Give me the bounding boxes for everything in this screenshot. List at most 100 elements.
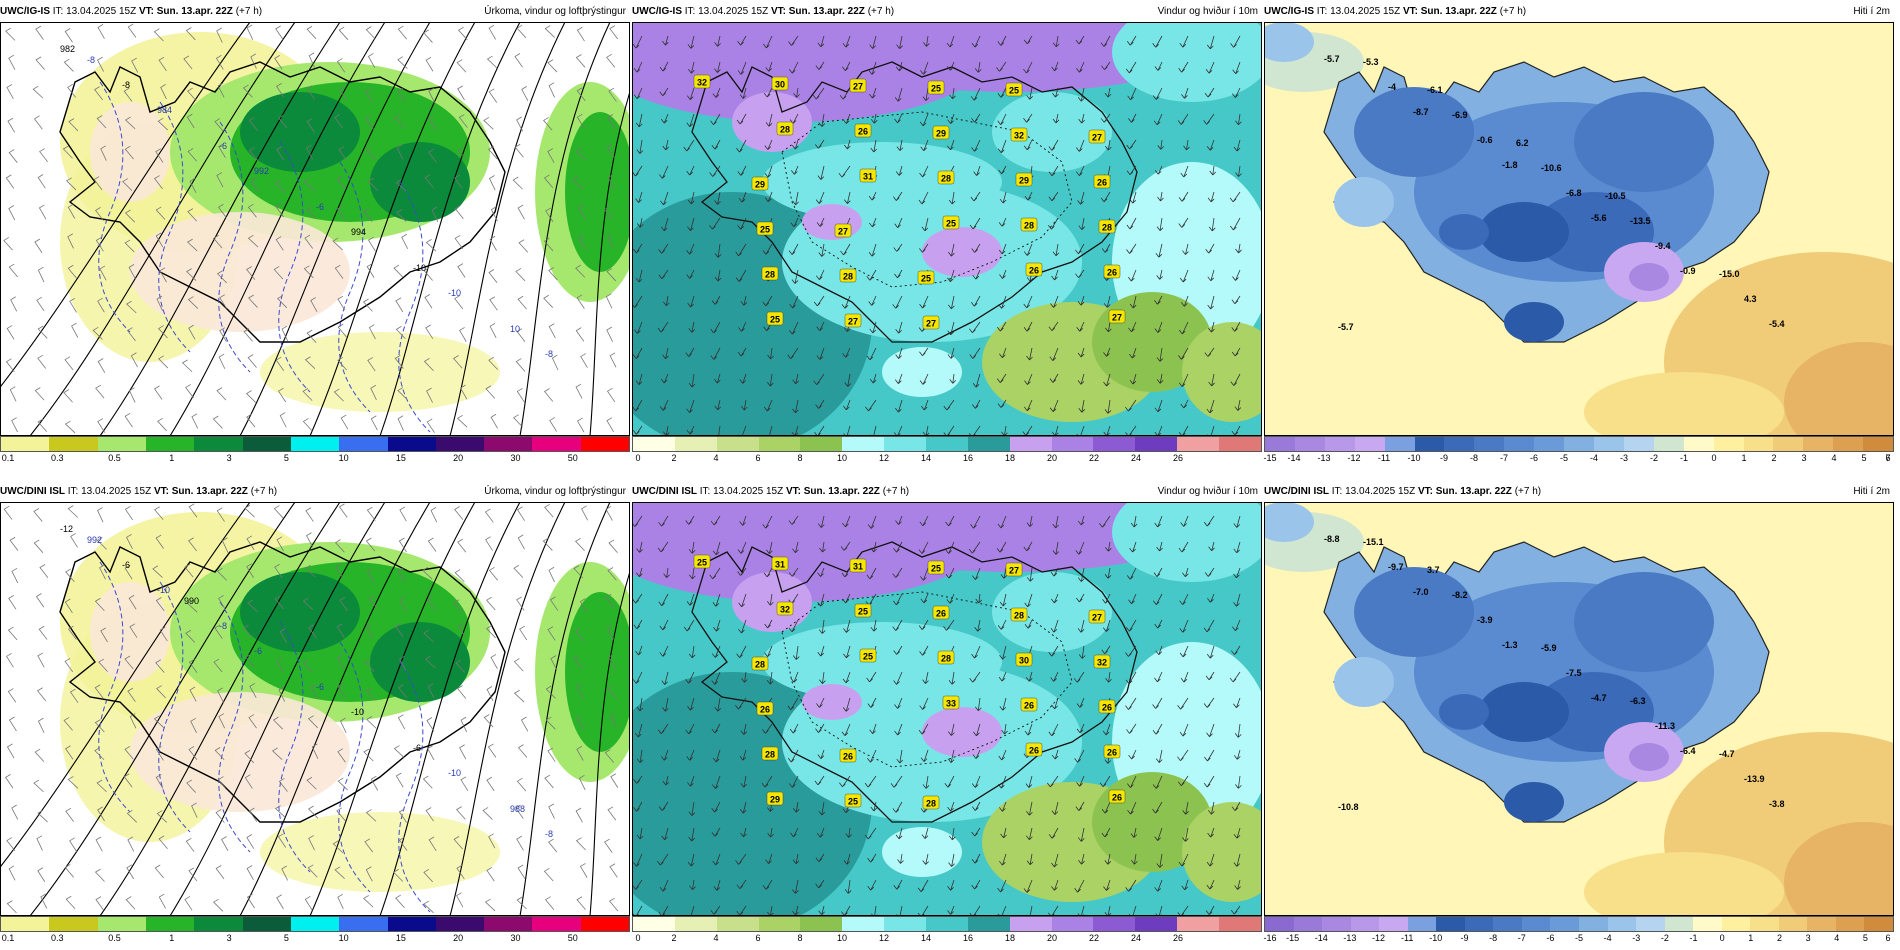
gust-label: 27 (1005, 562, 1023, 577)
colorbar-swatch (1623, 437, 1654, 451)
colorbar-tick-label: 5 (1861, 453, 1867, 463)
temperature-label: 3.7 (1427, 565, 1440, 575)
temperature-label: -8.2 (1452, 590, 1468, 600)
gust-label: 28 (776, 121, 794, 136)
colorbar-tick-label: 16 (962, 933, 974, 943)
gust-label: 28 (839, 268, 857, 283)
colorbar-tick-label: 1 (1748, 933, 1754, 943)
lead-time: (+7 h) (1514, 486, 1542, 497)
lead-time: (+7 h) (867, 6, 895, 17)
vt-label: VT: (153, 486, 169, 497)
colorbar-swatch (1593, 437, 1624, 451)
temperature-label: -10.5 (1605, 191, 1626, 201)
colorbar-tick-label: 3 (226, 933, 232, 943)
colorbar-swatch (884, 437, 927, 451)
colorbar-tick-label: 14 (920, 933, 932, 943)
gust-label: 31 (849, 558, 867, 573)
colorbar-swatch (800, 437, 843, 451)
temperature-label: -15.1 (1363, 537, 1384, 547)
colorbar-swatch (97, 437, 146, 451)
colorbar-swatch (1693, 917, 1722, 931)
colorbar-tick-label: -4 (1589, 453, 1599, 463)
colorbar-tick-label: 10 (836, 933, 848, 943)
map-canvas[interactable]: 32 28 31 25 26 27 30 26 28 28 26 25 27 29 29 28 28 27 25 32… (632, 22, 1262, 436)
colorbar-tick-label: 0.5 (108, 933, 121, 943)
colorbar-ticks: 0.1 0.3 0.5 1 3 5 10 15 20 30 50 (0, 933, 630, 945)
colorbar-swatch (532, 917, 581, 931)
colorbar-swatch (1219, 437, 1261, 451)
svg-text:26: 26 (1107, 268, 1117, 278)
precip-fill (60, 32, 630, 412)
colorbar-ticks: 0.1 0.3 0.5 1 3 5 10 15 20 30 50 (0, 453, 630, 465)
svg-text:27: 27 (1092, 133, 1102, 143)
temperature-label: -6.1 (1427, 85, 1443, 95)
map-canvas[interactable]: -5.7 -8.7 -1.8 -5.6 -0.9 -5.4 -4 -0.6 -6.8 -9.4 4.… (1264, 22, 1894, 436)
gust-label: 31 (771, 556, 789, 571)
model-name: UWC/DINI ISL (0, 486, 65, 497)
temperature-label: -7.0 (1413, 587, 1429, 597)
temperature-label: -10.6 (1541, 163, 1562, 173)
it-label: IT: (1331, 486, 1343, 497)
map-canvas[interactable]: -8.8 -7.0 -1.3 -4.7 -6.4 -3.8 -9.7 -3.9 -7.5 -11.… (1264, 502, 1894, 916)
gust-label: 26 (756, 701, 774, 716)
svg-text:26: 26 (843, 752, 853, 762)
coastline (691, 61, 1138, 343)
svg-text:28: 28 (765, 750, 775, 760)
colorbar-tick-label: -1 (1679, 453, 1689, 463)
colorbar-swatch (387, 437, 436, 451)
gust-label: 27 (1088, 129, 1106, 144)
contour-label: -8 (87, 55, 95, 65)
contour-label: -8 (219, 621, 227, 631)
colorbar-tick-label: -3 (1619, 453, 1629, 463)
colorbar-swatch (1750, 917, 1779, 931)
map-canvas[interactable]: 25 32 25 33 26 26 31 25 28 26 26 29 31 26 30 26 28 25 25 28… (632, 502, 1262, 916)
panel-title: Vindur og hviður í 10m (1157, 6, 1258, 17)
valid-time: Sun. 13.apr. 22Z (156, 6, 233, 17)
init-time: 13.04.2025 15Z (698, 6, 769, 17)
colorbar-swatch (674, 437, 717, 451)
colorbar-tick-label: 1 (169, 453, 175, 463)
contour-label: 992 (87, 535, 102, 545)
gust-label: 29 (766, 791, 784, 806)
colorbar-swatch (1778, 917, 1808, 931)
colorbar-tick-label: -6 (1529, 453, 1539, 463)
colorbar (1264, 436, 1894, 452)
vt-label: VT: (770, 6, 786, 17)
coastline (59, 541, 506, 823)
map-canvas[interactable]: -12 -10 -6 -10 -10 -8 -6 -8 -6 -6 988 992 990 (0, 502, 630, 916)
colorbar-swatch (674, 917, 717, 931)
svg-text:30: 30 (1019, 656, 1029, 666)
colorbar-swatch (1354, 437, 1385, 451)
map-frame (1264, 22, 1894, 436)
gust-label: 25 (927, 80, 945, 95)
colorbar-swatch (800, 917, 843, 931)
model-name: UWC/DINI ISL (632, 486, 697, 497)
temperature-label: -4 (1388, 82, 1396, 92)
temperature-label: -6.8 (1566, 188, 1582, 198)
colorbar-tick-label: -16 (1263, 933, 1277, 943)
colorbar-tick-label: -4 (1603, 933, 1612, 943)
panel-title: Úrkoma, vindur og loftþrýstingur (484, 486, 626, 497)
colorbar-swatch (1, 437, 50, 451)
map-canvas[interactable]: 982 984 992 994 -10 -8 -8 -6 -6 -10 10 -8 (0, 22, 630, 436)
temperature-label: -13.5 (1630, 216, 1651, 226)
colorbar-swatch (1444, 437, 1475, 451)
colorbar-tick-label: -5 (1574, 933, 1584, 943)
wind-speed-fill (632, 22, 1262, 436)
colorbar-tick-label: 0.3 (51, 453, 64, 463)
contour-label-layer: -12 -10 -6 -10 -10 -8 -6 -8 -6 -6 988 992 990 (60, 524, 553, 839)
svg-text:28: 28 (1014, 611, 1024, 621)
gust-label: 28 (1010, 607, 1028, 622)
svg-text:25: 25 (931, 84, 941, 94)
gust-label: 27 (1108, 309, 1126, 324)
colorbar-tick-label: 3 (226, 453, 232, 463)
colorbar (0, 436, 630, 452)
svg-text:28: 28 (1102, 223, 1112, 233)
map-frame (1264, 502, 1894, 916)
model-name: UWC/IG-IS (1264, 6, 1314, 17)
map-frame (632, 502, 1262, 916)
colorbar-swatch (1863, 437, 1894, 451)
gust-label: 25 (693, 554, 711, 569)
map-svg: -8.8 -7.0 -1.3 -4.7 -6.4 -3.8 -9.7 -3.9 -7.5 -11.… (1264, 502, 1894, 916)
svg-text:28: 28 (1024, 221, 1034, 231)
